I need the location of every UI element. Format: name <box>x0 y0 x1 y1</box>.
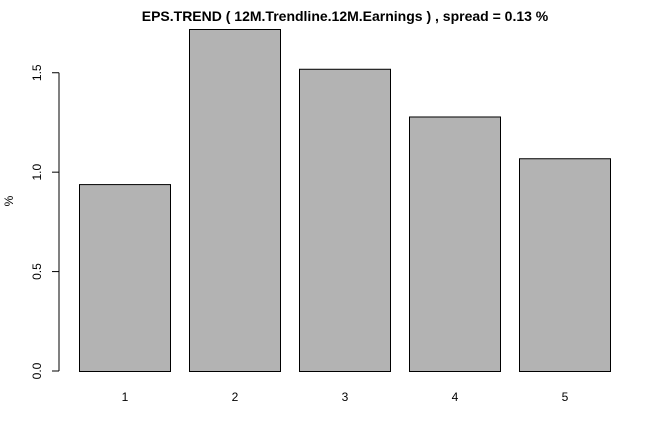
y-axis-label: % <box>2 195 16 206</box>
bars <box>79 29 611 372</box>
x-tick-label: 3 <box>342 390 349 404</box>
bar-2 <box>189 29 281 372</box>
x-tick-label: 2 <box>232 390 239 404</box>
y-axis: 0.0 0.5 1.0 1.5 <box>30 64 60 379</box>
x-tick-label: 5 <box>562 390 569 404</box>
y-tick-label: 0.0 <box>30 362 44 379</box>
y-tick-label: 0.5 <box>30 263 44 280</box>
x-axis-labels: 1 2 3 4 5 <box>122 390 569 404</box>
chart-title: EPS.TREND ( 12M.Trendline.12M.Earnings )… <box>142 8 549 24</box>
y-tick-label: 1.0 <box>30 163 44 180</box>
y-tick-label: 1.5 <box>30 64 44 81</box>
bar-5 <box>519 158 611 372</box>
x-tick-label: 1 <box>122 390 129 404</box>
bar-1 <box>79 184 171 372</box>
x-tick-label: 4 <box>452 390 459 404</box>
bar-3 <box>299 68 391 372</box>
bar-4 <box>409 116 501 372</box>
